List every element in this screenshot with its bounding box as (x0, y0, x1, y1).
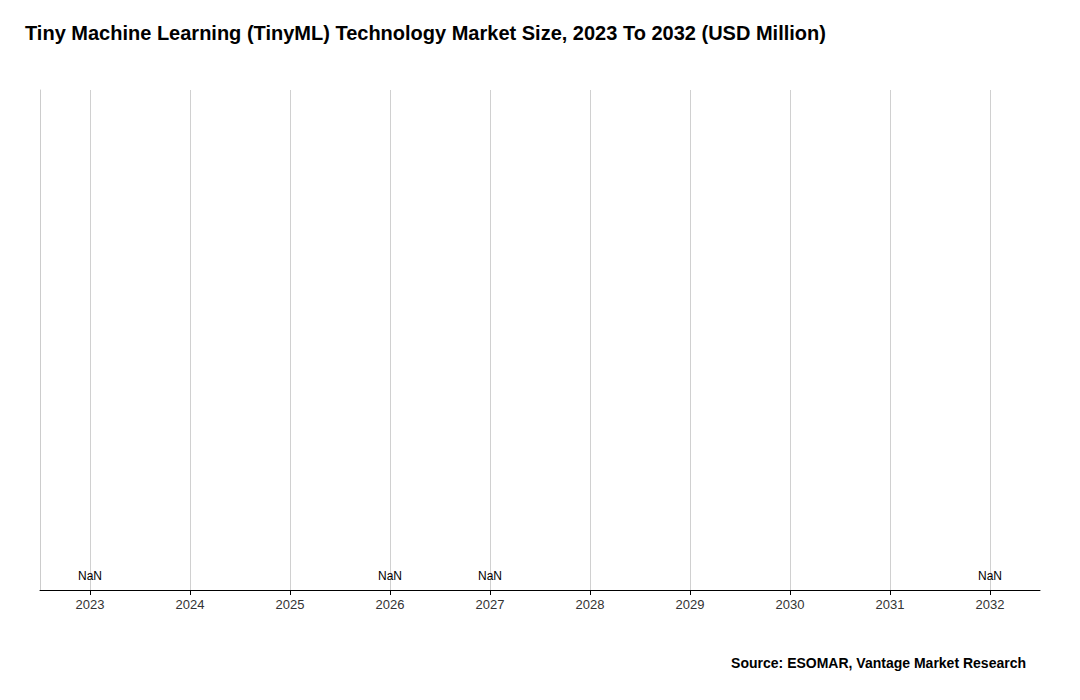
svg-text:2023: 2023 (76, 597, 105, 612)
svg-text:2029: 2029 (676, 597, 705, 612)
svg-text:2028: 2028 (576, 597, 605, 612)
svg-text:NaN: NaN (378, 569, 402, 583)
svg-text:2032: 2032 (976, 597, 1005, 612)
svg-text:NaN: NaN (978, 569, 1002, 583)
svg-text:NaN: NaN (78, 569, 102, 583)
svg-text:2025: 2025 (276, 597, 305, 612)
svg-text:2030: 2030 (776, 597, 805, 612)
svg-text:Tiny Machine Learning (TinyML): Tiny Machine Learning (TinyML) Technolog… (25, 22, 826, 44)
svg-text:Source: ESOMAR, Vantage Market: Source: ESOMAR, Vantage Market Research (731, 655, 1026, 671)
svg-text:2027: 2027 (476, 597, 505, 612)
svg-text:2026: 2026 (376, 597, 405, 612)
svg-text:2031: 2031 (876, 597, 905, 612)
svg-text:NaN: NaN (478, 569, 502, 583)
svg-text:2024: 2024 (176, 597, 205, 612)
